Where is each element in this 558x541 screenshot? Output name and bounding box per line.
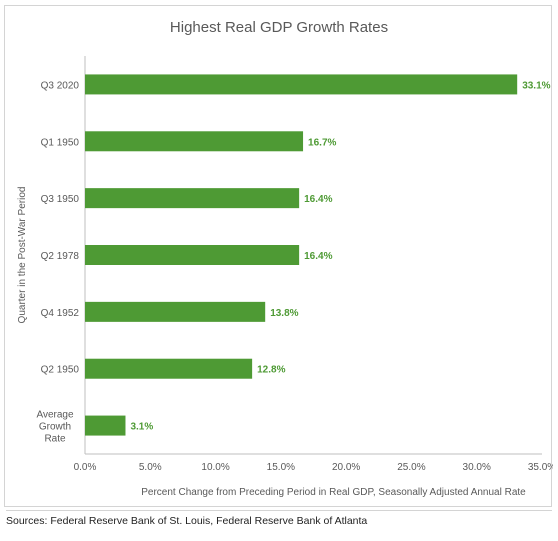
bar: [85, 301, 266, 322]
data-label: 16.7%: [308, 137, 336, 148]
x-tick-label: 15.0%: [267, 462, 295, 473]
data-label: 3.1%: [130, 422, 153, 433]
x-tick-label: 10.0%: [201, 462, 229, 473]
category-label: Q4 1952: [41, 308, 80, 319]
data-label: 16.4%: [304, 251, 332, 262]
bar-chart: 33.1% Q3 2020 16.7% Q1 1950 16.4% Q3 1950 16.4…: [17, 56, 553, 498]
data-label: 16.4%: [304, 194, 332, 205]
category-label: Q3 1950: [41, 194, 80, 205]
x-tick-label: 0.0%: [74, 462, 97, 473]
category-label: Q2 1950: [41, 365, 80, 376]
bar: [85, 245, 300, 265]
category-label: Q2 1978: [41, 251, 80, 262]
x-axis-title: Percent Change from Preceding Period in …: [141, 487, 526, 498]
data-label: 12.8%: [257, 365, 285, 376]
category-label: Q1 1950: [41, 137, 80, 148]
x-tick-label: 5.0%: [139, 462, 162, 473]
data-label: 33.1%: [522, 80, 550, 91]
category-label: Q3 2020: [41, 80, 80, 91]
x-tick-label: 35.0%: [528, 462, 553, 473]
x-tick-label: 30.0%: [463, 462, 491, 473]
bar: [85, 415, 126, 436]
category-label: Average Growth Rate: [36, 410, 74, 445]
chart-title: Highest Real GDP Growth Rates: [169, 19, 389, 36]
x-tick-label: 20.0%: [332, 462, 360, 473]
sources-note: Sources: Federal Reserve Bank of St. Lou…: [6, 510, 552, 527]
bar: [85, 131, 304, 152]
chart-frame: Highest Real GDP Growth Rates 33.1% Q3 20…: [4, 5, 553, 507]
bar: [85, 188, 300, 209]
x-tick-label: 25.0%: [397, 462, 425, 473]
data-label: 13.8%: [270, 308, 298, 319]
y-axis-title: Quarter in the Post-War Period: [17, 187, 28, 324]
bar: [85, 74, 518, 95]
bar: [85, 358, 253, 379]
